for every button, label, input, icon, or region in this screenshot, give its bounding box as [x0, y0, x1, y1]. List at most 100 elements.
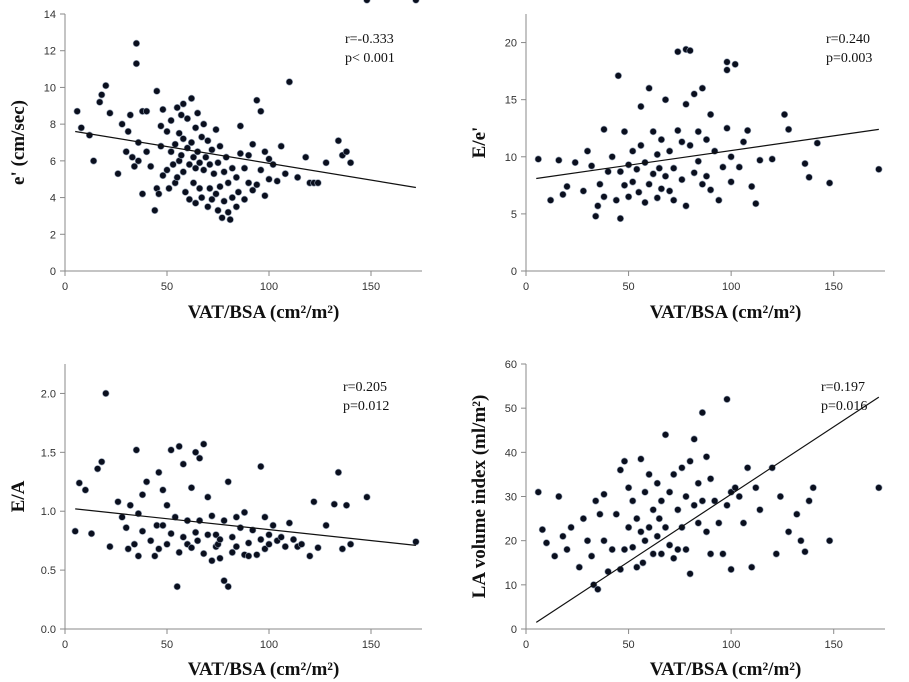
scatter-point — [285, 519, 294, 527]
scatter-point — [330, 500, 338, 508]
scatter-point — [106, 542, 114, 551]
x-tick-label: 150 — [362, 281, 380, 293]
scatter-point — [122, 524, 130, 532]
scatter-point — [163, 166, 171, 174]
scatter-point — [189, 153, 198, 161]
scatter-point — [183, 114, 191, 123]
x-tick-label: 100 — [260, 281, 278, 293]
annotation-p: p=0.003 — [826, 51, 872, 66]
scatter-point — [228, 194, 236, 202]
scatter-point — [249, 186, 257, 194]
scatter-point — [173, 173, 181, 181]
scatter-point — [194, 537, 202, 545]
scatter-point — [220, 197, 228, 205]
scatter-point — [206, 160, 214, 169]
scatter-point — [698, 84, 707, 92]
scatter-point — [155, 468, 163, 477]
x-tick-label: 150 — [825, 281, 843, 293]
scatter-point — [690, 90, 698, 98]
scatter-point — [594, 202, 602, 210]
scatter-point — [542, 539, 551, 547]
scatter-point — [563, 182, 571, 191]
x-axis-title: VAT/BSA (cm²/m²) — [650, 659, 802, 680]
scatter-point — [559, 190, 567, 199]
scatter-point — [132, 59, 140, 68]
scatter-point — [784, 528, 793, 536]
scatter-point — [801, 548, 809, 556]
scatter-point — [167, 446, 175, 454]
scatter-point — [196, 159, 204, 167]
scatter-point — [134, 552, 142, 560]
scatter-point — [200, 120, 208, 128]
scatter-point — [575, 563, 583, 571]
scatter-point — [727, 178, 735, 186]
scatter-point — [342, 501, 351, 509]
tick-group: 0 5 10 15 20 0 50 100 150 — [505, 38, 843, 293]
x-tick-label: 100 — [260, 639, 278, 651]
y-tick-label: 2.0 — [41, 388, 56, 400]
scatter-point — [616, 214, 625, 223]
scatter-point — [629, 178, 637, 186]
scatter-point — [678, 176, 686, 184]
scatter-point — [743, 464, 752, 472]
scatter-point — [645, 84, 653, 92]
y-tick-label: 6 — [50, 156, 56, 168]
scatter-point — [592, 497, 600, 505]
scatter-point — [670, 196, 678, 204]
scatter-point — [702, 172, 711, 180]
scatter-point — [604, 168, 612, 176]
y-axis-title: e' (cm/sec) — [8, 100, 29, 185]
scatter-point — [93, 465, 102, 473]
scatter-point — [347, 540, 355, 548]
scatter-point — [81, 486, 89, 494]
scatter-point — [220, 168, 228, 176]
scatter-point — [277, 533, 285, 541]
y-tick-label: 0 — [50, 266, 56, 278]
scatter-point — [670, 164, 678, 172]
scatter-point — [269, 521, 277, 530]
scatter-point — [151, 206, 159, 214]
scatter-point — [694, 157, 702, 165]
scatter-point — [216, 142, 224, 150]
scatter-point — [114, 170, 122, 178]
scatter-point — [743, 126, 752, 135]
scatter-point — [596, 510, 604, 518]
scatter-point — [600, 193, 608, 201]
scatter-point — [594, 585, 602, 593]
scatter-point — [126, 111, 134, 119]
scatter-point — [96, 98, 104, 106]
scatter-point — [579, 514, 588, 523]
scatter-point — [89, 157, 98, 165]
scatter-point — [77, 124, 85, 132]
scatter-point — [147, 162, 155, 170]
scatter-point — [173, 582, 181, 591]
scatter-point — [629, 543, 637, 551]
scatter-point — [265, 175, 273, 183]
scatter-point — [232, 203, 240, 211]
scatter-point — [167, 116, 175, 125]
scatter-point — [674, 506, 682, 514]
scatter-point — [155, 190, 163, 198]
scatter-point — [167, 529, 175, 538]
scatter-point — [232, 542, 240, 551]
scatter-point — [342, 148, 351, 156]
scatter-point — [563, 545, 571, 554]
scatter-point — [289, 535, 298, 544]
scatter-point — [245, 552, 253, 560]
scatter-point — [179, 168, 187, 176]
scatter-point — [159, 521, 167, 530]
scatter-point — [612, 196, 620, 204]
scatter-point — [163, 127, 171, 136]
scatter-point — [232, 173, 240, 181]
scatter-point — [281, 170, 289, 178]
y-tick-label: 14 — [44, 9, 56, 21]
y-tick-label: 30 — [505, 492, 517, 504]
scatter-point — [175, 442, 183, 451]
scatter-point — [768, 155, 776, 163]
scatter-point — [363, 0, 371, 4]
scatter-point — [216, 183, 224, 191]
scatter-point — [731, 60, 739, 68]
scatter-point — [249, 140, 257, 148]
chart-panel-e-over-e-prime: 0 5 10 15 20 0 50 100 150 r=0.240 p=0.003 VAT/BS… — [469, 14, 885, 323]
scatter-point — [702, 136, 711, 144]
